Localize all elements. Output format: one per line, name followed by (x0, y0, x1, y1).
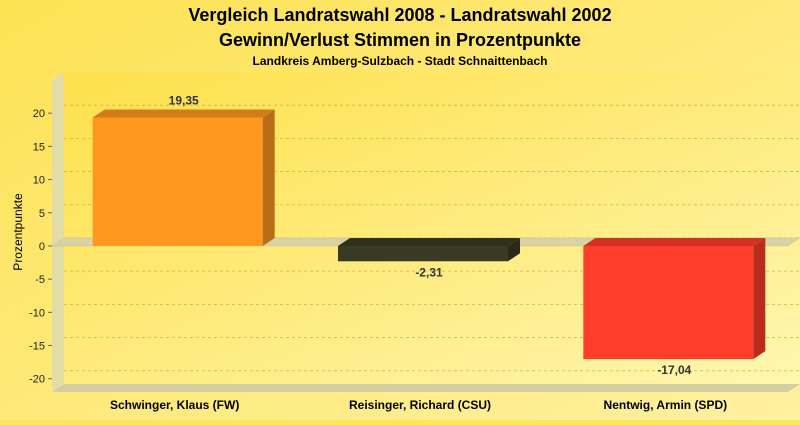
bar (92, 117, 263, 246)
left-wall (52, 72, 64, 392)
bar-top (583, 237, 766, 246)
y-tick-label: -10 (29, 307, 45, 319)
y-tick-label: 0 (39, 241, 45, 253)
bar (583, 245, 754, 360)
chart-subtitle: Gewinn/Verlust Stimmen in Prozentpunkte (219, 30, 581, 50)
y-tick-label: 10 (33, 175, 45, 187)
data-label: -17,04 (657, 363, 691, 377)
chart-title: Vergleich Landratswahl 2008 - Landratswa… (188, 5, 611, 25)
y-tick-label: 15 (33, 141, 45, 153)
data-label: -2,31 (415, 265, 443, 279)
plot-area: 20 15 10 5 0 -5 -10 -15 -20 19,35 Schwinger, Klaus… (29, 72, 800, 412)
bar-top (338, 237, 520, 246)
data-label: 19,35 (169, 94, 199, 108)
x-tick-label: Nentwig, Armin (SPD) (604, 398, 728, 412)
y-tick-label: 20 (33, 108, 45, 120)
bar-side (262, 109, 275, 246)
y-tick-label: -15 (29, 341, 45, 353)
y-axis-label: Prozentpunkte (11, 193, 25, 271)
bar-side (508, 237, 520, 262)
y-tick-label: 5 (39, 208, 45, 220)
chart-caption: Landkreis Amberg-Sulzbach - Stadt Schnai… (253, 54, 548, 68)
x-tick-label: Schwinger, Klaus (FW) (110, 398, 239, 412)
y-tick-label: -5 (35, 274, 45, 286)
x-tick-label: Reisinger, Richard (CSU) (349, 398, 491, 412)
bar-side (753, 237, 766, 360)
bar (338, 245, 508, 262)
bar-top (92, 109, 275, 118)
y-tick-label: -20 (29, 374, 45, 386)
floor (52, 384, 800, 392)
